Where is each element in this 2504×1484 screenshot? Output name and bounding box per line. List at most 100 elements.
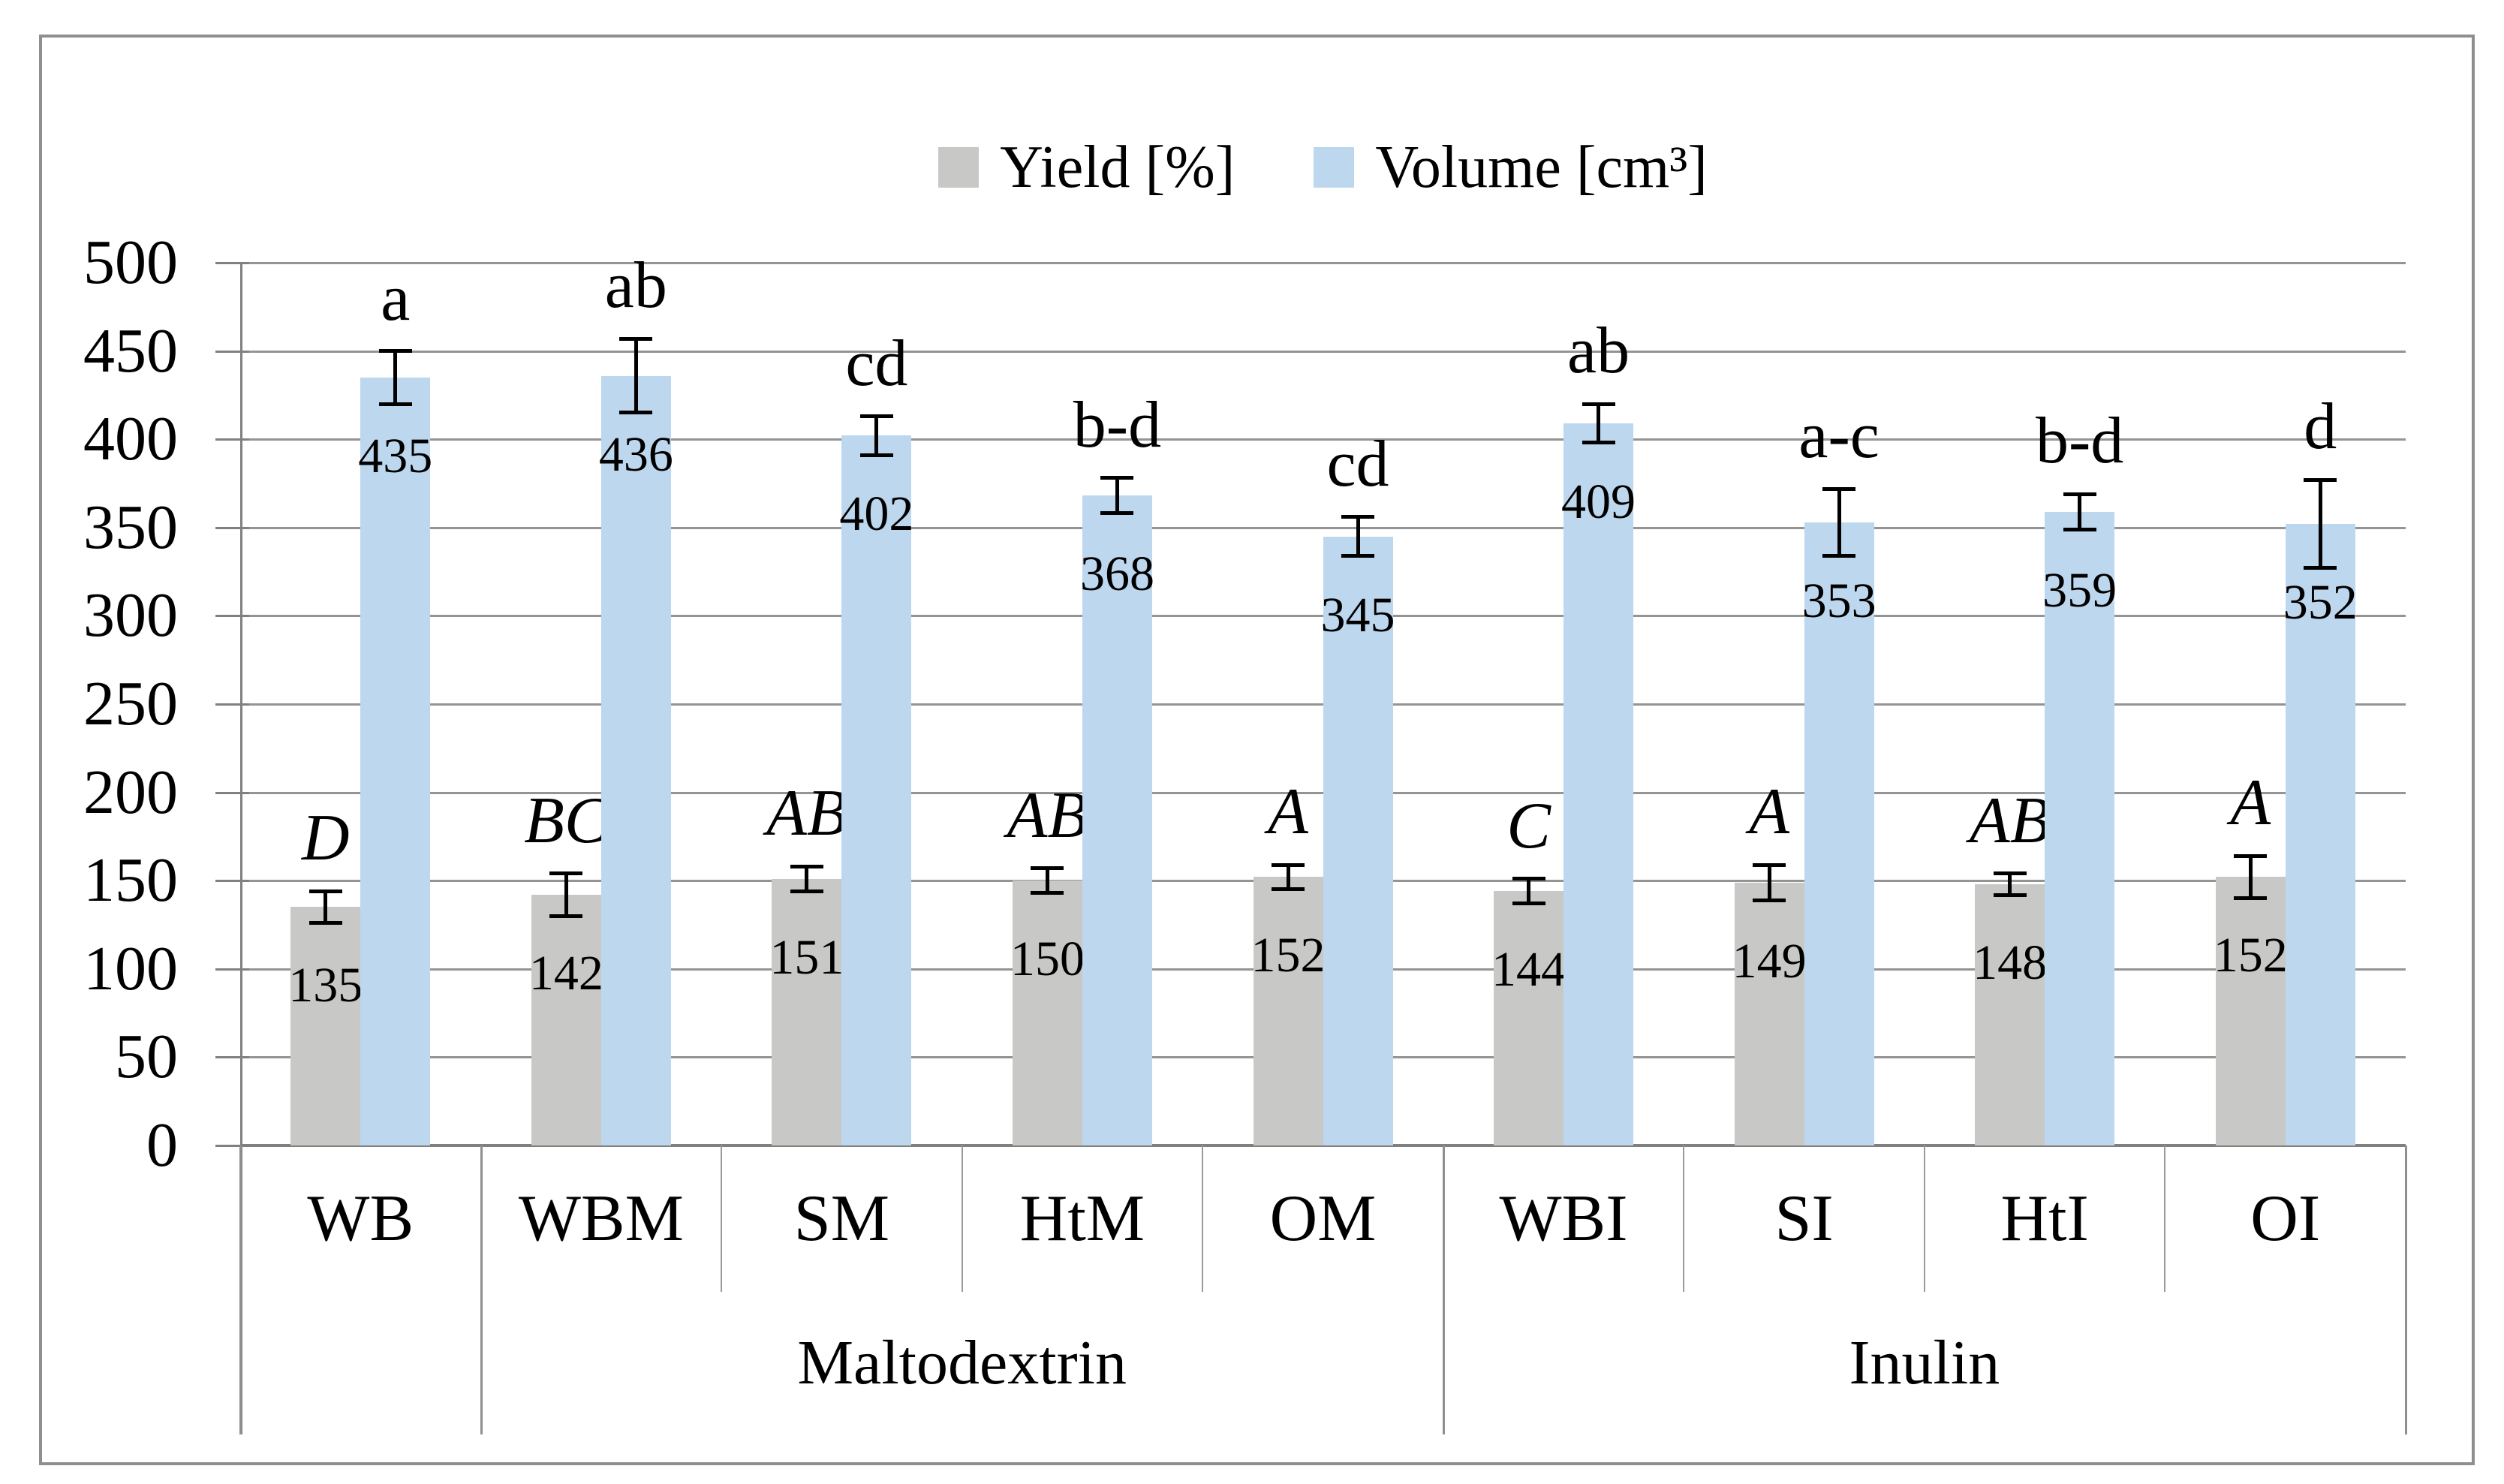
error-bar-cap [1993,871,2027,876]
error-bar-cap [1582,441,1615,445]
error-bar [393,351,398,405]
yield-bar-WBI [1494,891,1564,1145]
yield-bar-SM [772,878,842,1145]
y-axis-label: 200 [83,757,178,827]
error-bar-cap [378,402,412,406]
error-bar-cap [790,864,823,868]
value-label: 150 [1010,932,1085,987]
error-bar [874,416,879,456]
error-bar-cap [1272,887,1305,892]
y-axis-label: 400 [83,404,178,474]
value-label: 144 [1491,942,1567,998]
error-bar-cap [1822,486,1856,491]
y-axis-tick [215,880,249,883]
gridline [242,526,2406,529]
error-bar-cap [859,414,893,419]
value-label: 359 [2042,562,2117,618]
significance-letter: a [381,261,411,335]
category-label-OI: OI [2250,1182,2321,1255]
y-axis-label: 250 [83,669,178,739]
error-bar-cap [2304,477,2337,482]
y-axis-tick [215,526,249,529]
error-bar-cap [1100,476,1134,480]
y-axis-label: 0 [146,1110,178,1180]
significance-letter: a-c [1798,399,1880,473]
group-label-inulin: Inulin [1849,1328,2000,1398]
significance-letter: AB [1969,784,2051,857]
significance-letter: A [1268,775,1308,849]
legend-item: Yield [%] [938,137,1235,197]
y-axis-label: 50 [115,1022,178,1092]
y-axis-label: 150 [83,845,178,916]
category-label-HtI: HtI [2000,1182,2089,1255]
y-axis-label: 350 [83,492,178,562]
category-label-WBM: WBM [518,1182,684,1255]
value-label: 345 [1320,587,1395,643]
error-bar-cap [1031,866,1064,871]
significance-letter: AB [766,777,847,850]
group-label-maltodextrin: Maltodextrin [797,1328,1127,1398]
error-bar-cap [1512,902,1545,906]
error-bar-cap [1753,862,1786,867]
error-bar-cap [1753,898,1786,902]
error-bar-cap [619,411,653,415]
volume-legend-swatch [1314,147,1355,188]
error-bar-cap [2234,896,2268,901]
y-axis-tick [215,703,249,706]
value-label: 149 [1732,933,1807,989]
volume-bar-HtI [2045,511,2115,1145]
significance-letter: AB [1007,778,1088,852]
error-bar [2078,494,2082,530]
significance-letter: ab [604,249,667,323]
significance-letter: C [1506,789,1551,862]
error-bar-cap [2234,853,2268,858]
value-label: 352 [2283,575,2358,631]
volume-bar-HtM [1082,495,1152,1145]
y-axis-tick [215,791,249,794]
y-axis-tick [215,1145,249,1147]
volume-bar-WBI [1563,423,1634,1145]
value-label: 151 [769,929,844,985]
axis-separator [480,1145,483,1434]
error-bar-cap [1341,553,1374,558]
y-axis-label: 450 [83,315,178,386]
value-label: 148 [1973,935,2048,990]
significance-letter: b-d [1073,388,1162,462]
value-label: 436 [598,426,673,482]
value-label: 368 [1079,546,1154,602]
error-bar [1837,489,1841,556]
error-bar-cap [790,889,823,893]
category-label-OM: OM [1269,1182,1377,1255]
error-bar [805,866,809,892]
error-bar-cap [1993,893,2027,897]
value-label: 142 [528,946,603,1001]
y-axis-tick [215,615,249,618]
axis-separator [1923,1145,1925,1292]
error-bar [1767,865,1771,901]
error-bar [1115,477,1119,513]
y-axis-line [240,263,242,1434]
y-axis-tick [215,968,249,971]
value-label: 402 [839,486,914,542]
yield-legend-swatch [938,147,980,188]
error-bar-cap [1272,862,1305,867]
value-label: 353 [1801,573,1876,628]
error-bar-cap [859,453,893,457]
chart-legend: Yield [%] Volume [cm³] [240,119,2406,216]
gridline [242,350,2406,353]
volume-bar-WB [360,377,431,1145]
yield-bar-SI [1734,882,1804,1145]
error-bar [1597,404,1601,443]
value-label: 135 [288,958,363,1013]
value-label: 152 [1250,928,1326,983]
error-bar-cap [1341,515,1374,519]
significance-letter: D [301,802,350,875]
yield-bar-OM [1253,877,1323,1145]
y-axis-label: 500 [83,227,178,297]
yield-bar-OI [2215,877,2286,1145]
legend-label: Volume [cm³] [1375,134,1708,200]
axis-separator [1442,1145,1445,1434]
significance-letter: A [1749,775,1789,849]
error-bar-cap [378,349,412,354]
